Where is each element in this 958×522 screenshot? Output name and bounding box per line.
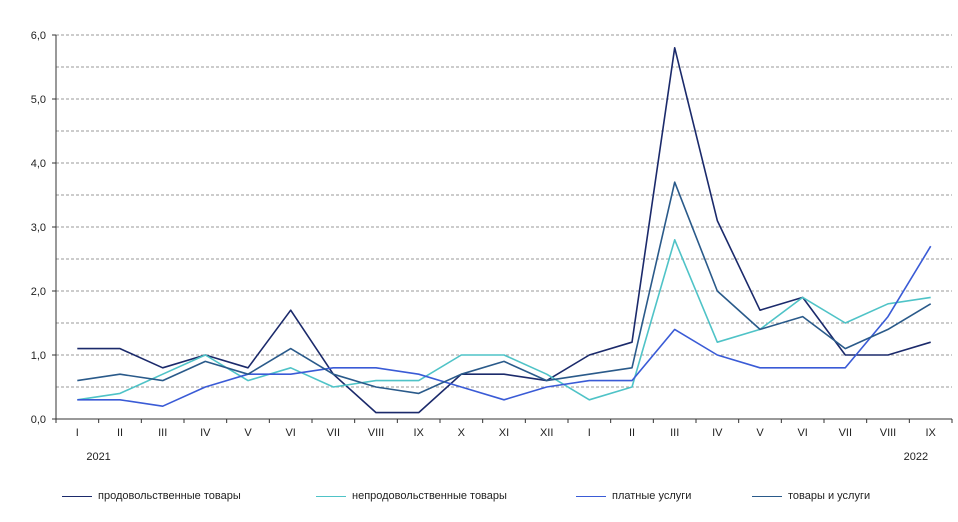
x-tick-label: I (76, 427, 79, 439)
y-axis: 0,0 1,0 2,0 3,0 4,0 5,0 6,0 (31, 30, 57, 426)
x-tick-label: XII (540, 427, 553, 439)
x-tick-label: I (588, 427, 591, 439)
gridlines (56, 34, 952, 388)
x-tick-label: V (756, 427, 764, 439)
x-tick-label: VIII (880, 427, 897, 439)
x-tick-label: V (244, 427, 252, 439)
x-tick-label: IX (413, 427, 424, 439)
x-tick-label: IV (712, 427, 723, 439)
y-tick-label: 0,0 (31, 414, 46, 426)
legend-item: непродовольственные товары (316, 484, 507, 508)
x-tick-label: VII (839, 427, 852, 439)
legend-item: товары и услуги (752, 484, 870, 508)
legend-label: платные услуги (612, 490, 692, 502)
legend-label: продовольственные товары (98, 490, 241, 502)
x-tick-label: VII (327, 427, 340, 439)
legend-swatch (62, 495, 92, 497)
chart-legend: продовольственные товары непродовольствен… (0, 484, 958, 508)
x-tick-label: IX (925, 427, 936, 439)
y-tick-label: 5,0 (31, 94, 46, 106)
y-tick-label: 4,0 (31, 158, 46, 170)
y-tick-label: 3,0 (31, 222, 46, 234)
legend-label: непродовольственные товары (352, 490, 507, 502)
y-tick-label: 2,0 (31, 286, 46, 298)
x-tick-label: IV (200, 427, 211, 439)
x-tick-label: III (158, 427, 167, 439)
legend-label: товары и услуги (788, 490, 871, 502)
legend-item: продовольственные товары (62, 484, 241, 508)
x-tick-label: VI (285, 427, 295, 439)
x-tick-label: III (670, 427, 679, 439)
x-tick-label: VI (797, 427, 807, 439)
y-tick-label: 1,0 (31, 350, 46, 362)
legend-swatch (316, 495, 346, 497)
x-tick-label: X (458, 427, 466, 439)
line-chart: 0,01,02,03,04,05,06,0 I II III IV V VI VII VIII… (31, 30, 953, 463)
x-tick-label: VIII (368, 427, 385, 439)
x-tick-label: II (117, 427, 123, 439)
y-tick-label: 6,0 (31, 30, 46, 42)
x-tick-label: XI (499, 427, 509, 439)
year-label: 2022 (904, 451, 928, 463)
x-tick-label: II (629, 427, 635, 439)
series-line (77, 245, 932, 408)
legend-swatch (752, 495, 782, 497)
series-line (77, 46, 931, 414)
legend-swatch (576, 495, 606, 497)
series-line (77, 181, 932, 395)
series-lines (77, 46, 932, 414)
year-labels: 2021 2022 (86, 451, 928, 463)
x-axis: I II III IV V VI VII VIII IX X XI XII I II III IV V VI VII… (55, 418, 953, 439)
series-line (77, 239, 931, 401)
legend-item: платные услуги (576, 484, 691, 508)
year-label: 2021 (86, 451, 110, 463)
